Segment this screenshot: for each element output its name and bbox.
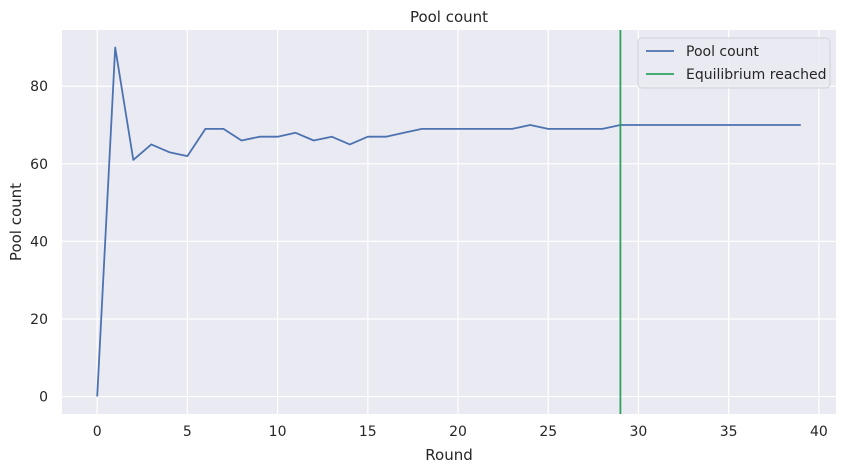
chart-title: Pool count <box>410 8 488 26</box>
x-tick-label: 20 <box>449 424 467 440</box>
x-tick-label: 40 <box>810 424 828 440</box>
y-tick-label: 80 <box>30 79 48 95</box>
x-tick-label: 35 <box>720 424 738 440</box>
x-tick-label: 15 <box>359 424 377 440</box>
legend-entry: Pool count <box>686 44 759 60</box>
x-tick-label: 0 <box>93 424 102 440</box>
y-tick-label: 60 <box>30 157 48 173</box>
y-tick-label: 20 <box>30 312 48 328</box>
x-tick-labels: 0 5 10 15 20 25 30 35 40 <box>93 424 828 440</box>
y-axis-label: Pool count <box>7 183 25 261</box>
series-line-pool-count <box>96 46 801 397</box>
legend-entry: Equilibrium reached <box>686 67 826 83</box>
x-tick-label: 30 <box>630 424 648 440</box>
x-axis-label: Round <box>425 446 472 464</box>
legend: Pool count Equilibrium reached <box>637 37 831 89</box>
grid <box>62 30 836 414</box>
x-tick-label: 25 <box>539 424 557 440</box>
plot-background <box>62 30 836 414</box>
x-tick-label: 5 <box>183 424 192 440</box>
legend-box <box>637 37 831 89</box>
y-tick-label: 0 <box>39 390 48 406</box>
y-tick-labels: 0 20 40 60 80 <box>30 79 48 405</box>
y-tick-label: 40 <box>30 234 48 250</box>
x-tick-label: 10 <box>269 424 287 440</box>
series-layer <box>96 30 801 414</box>
